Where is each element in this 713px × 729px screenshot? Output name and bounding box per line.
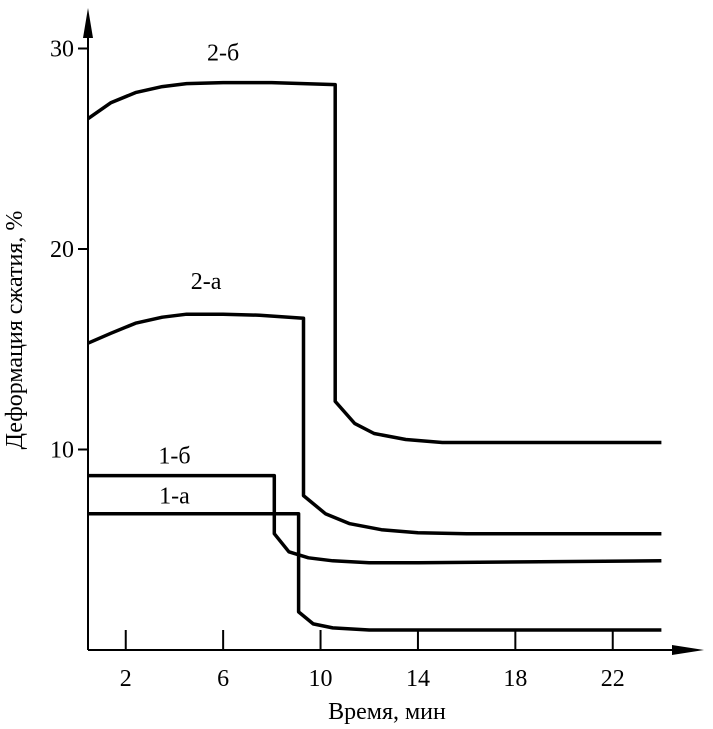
x-tick-label: 14 <box>406 666 430 692</box>
x-tick-label: 6 <box>217 666 229 692</box>
series-label-2: 2-а <box>191 269 222 295</box>
y-axis-arrow <box>83 8 93 38</box>
x-tick-label: 2 <box>120 666 132 692</box>
series-line-4 <box>88 511 662 632</box>
x-axis-arrow <box>672 645 704 655</box>
series-line-2 <box>87 312 662 536</box>
y-tick-label: 20 <box>50 237 74 263</box>
y-axis-label: Деформация сжатия, % <box>2 211 28 450</box>
y-tick-label: 30 <box>50 37 74 63</box>
series-line-1 <box>86 80 662 445</box>
x-axis-label: Время, мин <box>328 699 446 725</box>
y-tick-label: 10 <box>50 438 74 464</box>
x-tick-label: 10 <box>309 666 333 692</box>
series-label-1: 2-б <box>207 41 239 67</box>
series-label-4: 1-а <box>159 484 190 510</box>
series-label-3: 1-б <box>158 444 190 470</box>
x-tick-label: 18 <box>503 666 527 692</box>
x-tick-label: 22 <box>601 666 625 692</box>
series-line-3 <box>88 473 662 565</box>
